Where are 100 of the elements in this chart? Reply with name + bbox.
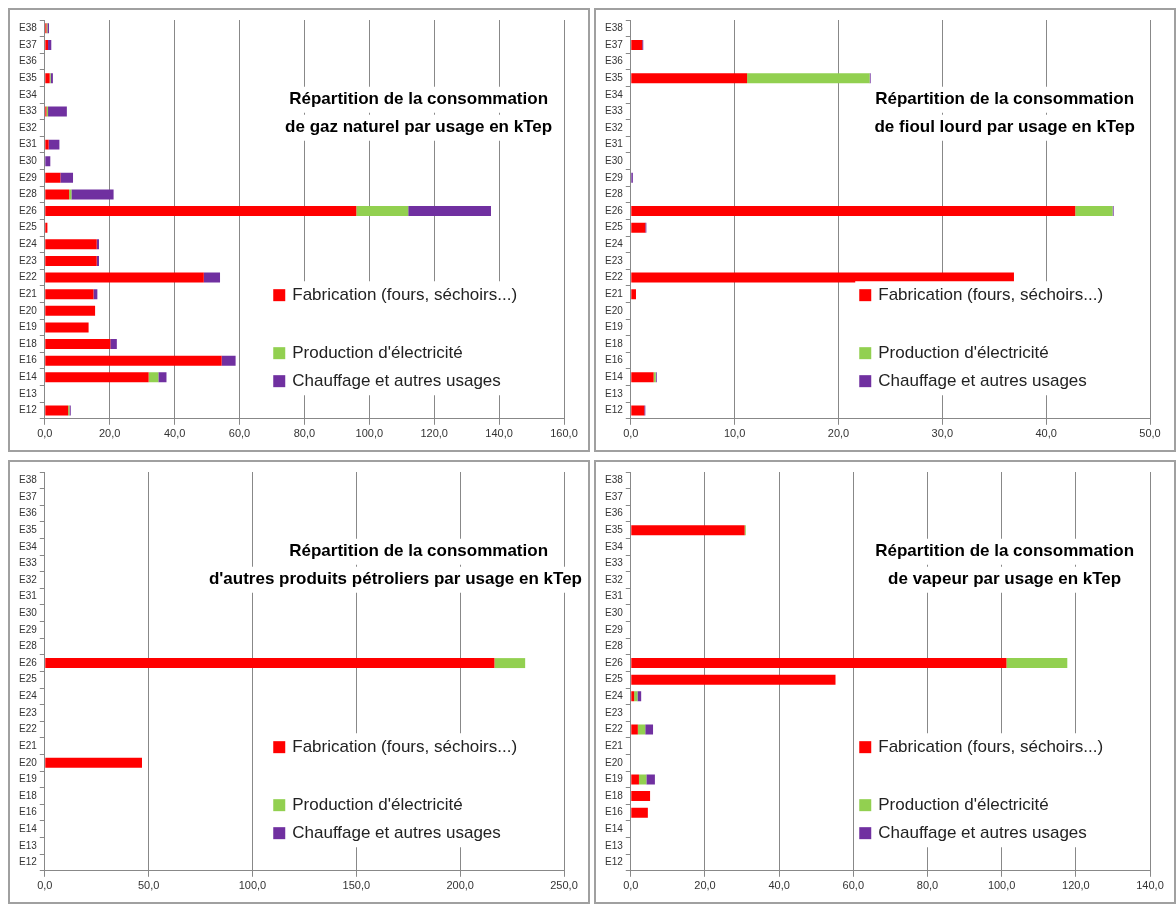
x-tick-label: 20,0: [98, 427, 121, 440]
y-tick-label: E26: [19, 656, 38, 668]
y-tick-label: E30: [605, 154, 624, 166]
text: Répartition de la consommation d'autres produits pétroliers par usage en kTep: [208, 541, 583, 589]
y-tick-label: E14: [605, 371, 624, 383]
legend-label: Chauffage et autres usages: [878, 370, 1087, 390]
x-tick-label: 0,0: [37, 879, 53, 892]
y-tick-label: E29: [19, 171, 38, 183]
legend-label: Fabrication (fours, séchoirs...): [292, 284, 518, 304]
x-tick-label: 30,0: [931, 427, 954, 440]
y-tick-label: E37: [19, 490, 38, 502]
y-tick-label: E24: [605, 690, 624, 702]
x-tick-label: 120,0: [1062, 879, 1090, 892]
y-tick-label: E32: [605, 573, 624, 585]
y-tick-label: E30: [19, 606, 38, 618]
x-tick-label: 50,0: [137, 879, 160, 892]
y-tick-label: E31: [605, 138, 624, 150]
x-tick-label: 80,0: [293, 427, 316, 440]
y-tick-label: E18: [19, 337, 38, 349]
y-tick-label: E25: [605, 673, 624, 685]
x-tick-label: 60,0: [842, 879, 865, 892]
y-tick-label: E35: [605, 71, 624, 83]
y-tick-label: E36: [19, 55, 38, 67]
text: Répartition de la consommation de fioul lourd par usage en kTep: [874, 89, 1135, 137]
y-tick-label: E21: [605, 287, 624, 299]
y-tick-label: E19: [19, 773, 38, 785]
y-tick-label: E13: [19, 839, 38, 851]
y-tick-label: E23: [19, 254, 38, 266]
x-tick-label: 20,0: [827, 427, 850, 440]
x-tick-label: 140,0: [1136, 879, 1164, 892]
y-tick-label: E12: [19, 856, 38, 868]
y-tick-label: E21: [19, 287, 38, 299]
text: Répartition de la consommation de gaz naturel par usage en kTep: [285, 89, 553, 137]
y-tick-label: E23: [605, 706, 624, 718]
y-tick-label: E13: [605, 387, 624, 399]
y-tick-label: E13: [605, 839, 624, 851]
y-tick-label: E14: [19, 371, 38, 383]
y-tick-label: E20: [605, 304, 624, 316]
y-tick-label: E34: [19, 540, 38, 552]
y-tick-label: E37: [19, 38, 38, 50]
y-tick-label: E28: [605, 640, 624, 652]
y-tick-label: E34: [19, 88, 38, 100]
y-tick-label: E18: [19, 789, 38, 801]
x-tick-label: 40,0: [163, 427, 186, 440]
y-tick-label: E38: [605, 22, 624, 34]
y-tick-label: E30: [605, 606, 624, 618]
y-tick-label: E33: [605, 105, 624, 117]
y-tick-label: E35: [19, 71, 38, 83]
y-tick-label: E24: [605, 238, 624, 250]
x-tick-label: 140,0: [485, 427, 513, 440]
y-tick-label: E20: [19, 304, 38, 316]
legend-label: Chauffage et autres usages: [292, 822, 501, 842]
x-tick-label: 60,0: [228, 427, 251, 440]
y-tick-label: E23: [605, 254, 624, 266]
x-tick-label: 80,0: [916, 879, 939, 892]
x-tick-label: 10,0: [723, 427, 746, 440]
x-tick-label: 40,0: [768, 879, 790, 892]
y-tick-label: E23: [19, 706, 38, 718]
y-tick-label: E22: [605, 723, 624, 735]
y-tick-label: E22: [19, 723, 38, 735]
y-tick-label: E31: [19, 590, 38, 602]
y-tick-label: E16: [19, 354, 38, 366]
y-tick-label: E36: [605, 507, 624, 519]
y-tick-label: E29: [605, 623, 624, 635]
y-tick-label: E32: [605, 121, 624, 133]
y-tick-label: E19: [605, 773, 624, 785]
y-tick-label: E19: [605, 321, 624, 333]
y-tick-label: E20: [19, 756, 38, 768]
x-tick-label: 0,0: [623, 427, 639, 440]
x-tick-label: 150,0: [342, 879, 371, 892]
y-tick-label: E36: [19, 507, 38, 519]
y-tick-label: E14: [19, 823, 38, 835]
x-tick-label: 100,0: [987, 879, 1016, 892]
y-tick-label: E26: [605, 656, 624, 668]
y-tick-label: E16: [605, 354, 624, 366]
y-tick-label: E28: [605, 188, 624, 200]
y-tick-label: E12: [605, 404, 624, 416]
y-tick-label: E31: [19, 138, 38, 150]
legend-label: Production d'électricité: [292, 342, 463, 362]
legend-label: Fabrication (fours, séchoirs...): [878, 284, 1104, 304]
text: Répartition de la consommation de vapeur par usage en kTep: [875, 541, 1135, 589]
y-tick-label: E21: [19, 739, 38, 751]
y-tick-label: E28: [19, 188, 38, 200]
y-tick-label: E28: [19, 640, 38, 652]
x-tick-label: 120,0: [420, 427, 448, 440]
y-tick-label: E34: [605, 88, 624, 100]
legend-label: Production d'électricité: [292, 794, 463, 814]
x-tick-label: 0,0: [37, 427, 53, 440]
y-tick-label: E26: [605, 204, 624, 216]
y-tick-label: E25: [19, 673, 38, 685]
y-tick-label: E25: [19, 221, 38, 233]
y-tick-label: E16: [605, 806, 624, 818]
y-tick-label: E22: [19, 271, 38, 283]
y-tick-label: E25: [605, 221, 624, 233]
y-tick-label: E20: [605, 756, 624, 768]
x-tick-label: 20,0: [694, 879, 716, 892]
y-tick-label: E33: [19, 105, 38, 117]
legend-label: Chauffage et autres usages: [292, 370, 501, 390]
y-tick-label: E19: [19, 321, 38, 333]
x-tick-label: 250,0: [550, 879, 578, 892]
